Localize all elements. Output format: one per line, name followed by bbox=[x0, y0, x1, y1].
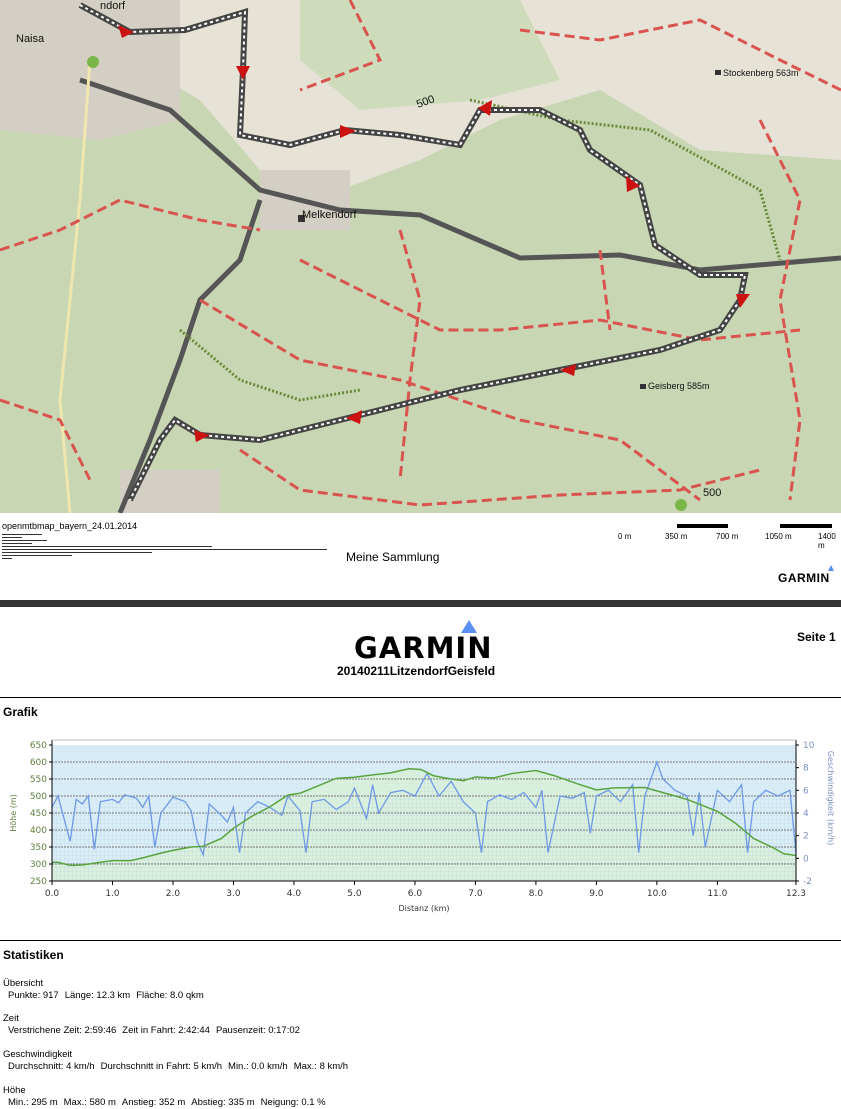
garmin-logo-small: GARMIN bbox=[778, 571, 830, 585]
x-tick-label: 3.0 bbox=[226, 889, 241, 899]
y-left-tick-label: 350 bbox=[30, 843, 47, 853]
scale-label: 700 m bbox=[716, 532, 738, 541]
stat-value: Pausenzeit: 0:17:02 bbox=[216, 1025, 300, 1036]
peak-icon bbox=[640, 384, 646, 389]
route-map[interactable]: Naisa ndorf Melkendorf Stockenberg 563m … bbox=[0, 0, 841, 513]
x-tick-label: 2.0 bbox=[166, 889, 181, 899]
stats-section-title: Statistiken bbox=[3, 948, 64, 962]
divider bbox=[0, 940, 841, 941]
stats-group-title: Geschwindigkeit bbox=[3, 1049, 72, 1060]
stat-value: Neigung: 0.1 % bbox=[261, 1097, 326, 1108]
scale-label: 0 m bbox=[618, 532, 631, 541]
peak-label: Geisberg 585m bbox=[648, 381, 710, 391]
graph-section-title: Grafik bbox=[3, 705, 38, 719]
y-right-tick-label: 2 bbox=[803, 832, 809, 842]
scale-label: 350 m bbox=[665, 532, 687, 541]
y-left-tick-label: 250 bbox=[30, 877, 47, 887]
stats-group-values: Min.: 295 m Max.: 580 m Anstieg: 352 m Abst… bbox=[8, 1097, 332, 1108]
peak-icon bbox=[715, 70, 721, 75]
y-right-tick-label: 0 bbox=[803, 854, 809, 864]
y-left-tick-label: 300 bbox=[30, 860, 47, 870]
x-tick-label: 8.0 bbox=[529, 889, 544, 899]
stats-group-title: Höhe bbox=[3, 1085, 26, 1096]
report-title: 20140211LitzendorfGeisfeld bbox=[337, 664, 495, 678]
scale-label: 1400 m bbox=[818, 532, 841, 550]
collection-name: Meine Sammlung bbox=[346, 550, 439, 564]
stat-value: Durchschnitt in Fahrt: 5 km/h bbox=[101, 1061, 222, 1072]
stats-group-values: Punkte: 917 Länge: 12.3 km Fläche: 8.0 qkm bbox=[8, 990, 210, 1001]
stat-value: Verstrichene Zeit: 2:59:46 bbox=[8, 1025, 116, 1036]
page-number: Seite 1 bbox=[797, 630, 836, 644]
garmin-logo: GARMIN bbox=[354, 631, 493, 665]
garmin-triangle-icon bbox=[461, 620, 477, 633]
stats-group-title: Übersicht bbox=[3, 978, 43, 989]
stat-value: Länge: 12.3 km bbox=[65, 990, 131, 1001]
x-tick-label: 4.0 bbox=[287, 889, 302, 899]
x-tick-label: 11.0 bbox=[707, 889, 727, 899]
place-label: ndorf bbox=[100, 0, 126, 12]
x-axis-label: Distanz (km) bbox=[398, 904, 449, 913]
stat-value: Anstieg: 352 m bbox=[122, 1097, 185, 1108]
x-tick-label: 6.0 bbox=[408, 889, 423, 899]
stat-value: Zeit in Fahrt: 2:42:44 bbox=[122, 1025, 210, 1036]
garmin-triangle-icon bbox=[828, 565, 834, 571]
stat-value: Fläche: 8.0 qkm bbox=[136, 990, 204, 1001]
y-left-tick-label: 500 bbox=[30, 792, 47, 802]
y-left-axis-label: Höhe (m) bbox=[9, 794, 18, 831]
y-left-tick-label: 650 bbox=[30, 741, 47, 751]
stat-value: Punkte: 917 bbox=[8, 990, 59, 1001]
stat-value: Min.: 0.0 km/h bbox=[228, 1061, 288, 1072]
stats-group-values: Durchschnitt: 4 km/h Durchschnitt in Fahr… bbox=[8, 1061, 354, 1072]
place-label: Melkendorf bbox=[302, 209, 357, 221]
y-left-tick-label: 400 bbox=[30, 826, 47, 836]
x-tick-label: 5.0 bbox=[347, 889, 362, 899]
elevation-speed-chart: 650 600 550 500 450 400 350 300 250 10 8 6 4 2 0 -2 0.0 1… bbox=[0, 735, 841, 925]
peak-label: Stockenberg 563m bbox=[723, 68, 799, 78]
y-left-tick-label: 600 bbox=[30, 758, 47, 768]
place-label: Naisa bbox=[16, 33, 45, 45]
map-name: openmtbmap_bayern_24.01.2014 bbox=[2, 521, 137, 531]
x-tick-label: 0.0 bbox=[45, 889, 60, 899]
info-icon[interactable] bbox=[675, 499, 687, 511]
y-right-tick-label: 4 bbox=[803, 809, 809, 819]
x-tick-label: 9.0 bbox=[589, 889, 604, 899]
y-right-tick-label: 8 bbox=[803, 764, 809, 774]
x-tick-label: 7.0 bbox=[468, 889, 483, 899]
y-left-tick-label: 550 bbox=[30, 775, 47, 785]
x-tick-label: 12.3 bbox=[786, 889, 806, 899]
stat-value: Max.: 580 m bbox=[64, 1097, 116, 1108]
stat-value: Abstieg: 335 m bbox=[191, 1097, 254, 1108]
stats-group-values: Verstrichene Zeit: 2:59:46 Zeit in Fahrt:… bbox=[8, 1025, 306, 1036]
y-right-tick-label: 10 bbox=[803, 741, 815, 751]
y-left-tick-label: 450 bbox=[30, 809, 47, 819]
x-tick-label: 10.0 bbox=[647, 889, 667, 899]
stats-group-title: Zeit bbox=[3, 1013, 19, 1024]
contour-label: 500 bbox=[703, 487, 721, 499]
x-tick-label: 1.0 bbox=[105, 889, 120, 899]
divider bbox=[0, 697, 841, 698]
stat-value: Max.: 8 km/h bbox=[294, 1061, 348, 1072]
page-separator bbox=[0, 600, 841, 607]
scale-label: 1050 m bbox=[765, 532, 792, 541]
stat-value: Min.: 295 m bbox=[8, 1097, 58, 1108]
info-icon[interactable] bbox=[87, 56, 99, 68]
stat-value: Durchschnitt: 4 km/h bbox=[8, 1061, 95, 1072]
y-right-tick-label: 6 bbox=[803, 786, 809, 796]
y-right-axis-label: Geschwindigkeit (km/h) bbox=[826, 751, 835, 846]
y-right-tick-label: -2 bbox=[803, 877, 812, 887]
